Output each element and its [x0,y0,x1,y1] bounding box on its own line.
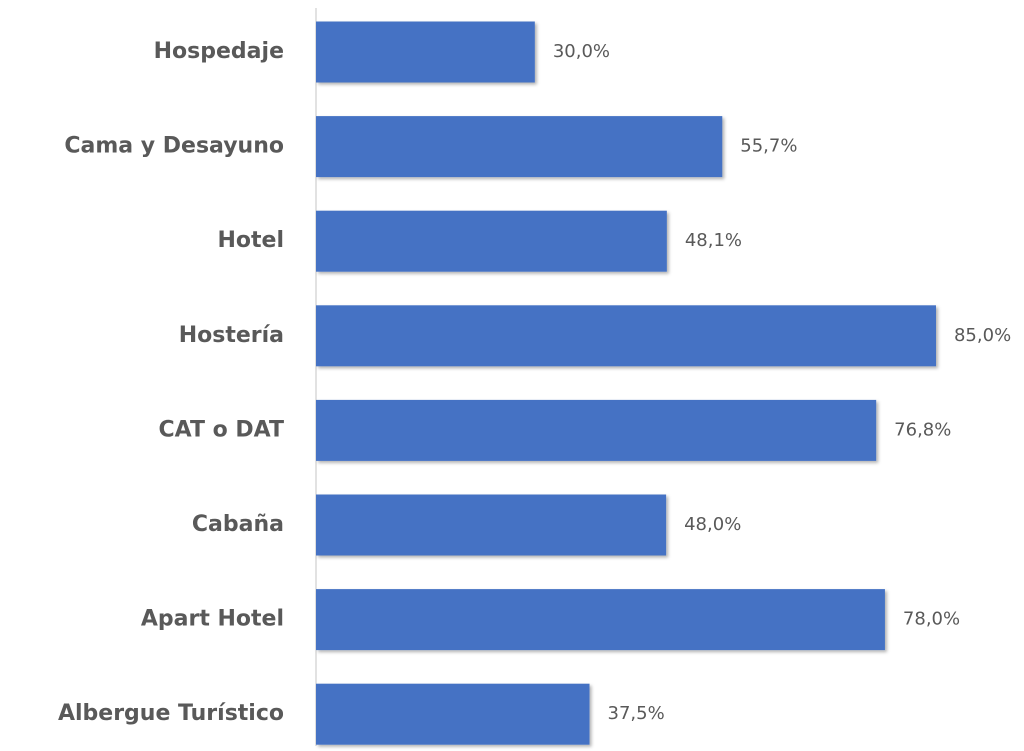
category-label: Hotel [217,228,284,253]
category-label: Albergue Turístico [58,701,284,726]
value-label: 48,1% [685,230,742,251]
category-label: CAT o DAT [159,417,285,442]
category-label: Hostería [179,323,284,348]
category-label: Apart Hotel [141,607,284,632]
category-label: Cama y Desayuno [64,134,284,159]
bar [316,494,667,556]
bar [316,683,590,745]
value-label: 37,5% [608,703,665,724]
category-label: Cabaña [192,512,284,537]
value-label: 76,8% [894,419,951,440]
value-label: 78,0% [903,609,960,630]
value-label: 48,0% [684,514,741,535]
value-label: 85,0% [954,325,1011,346]
category-label: Hospedaje [154,39,284,64]
bar [316,21,535,83]
value-label: 30,0% [553,41,610,62]
bar [316,399,877,461]
bar [316,210,667,272]
bar [316,116,723,178]
bar [316,305,936,367]
bar [316,589,885,651]
value-label: 55,7% [740,136,797,157]
